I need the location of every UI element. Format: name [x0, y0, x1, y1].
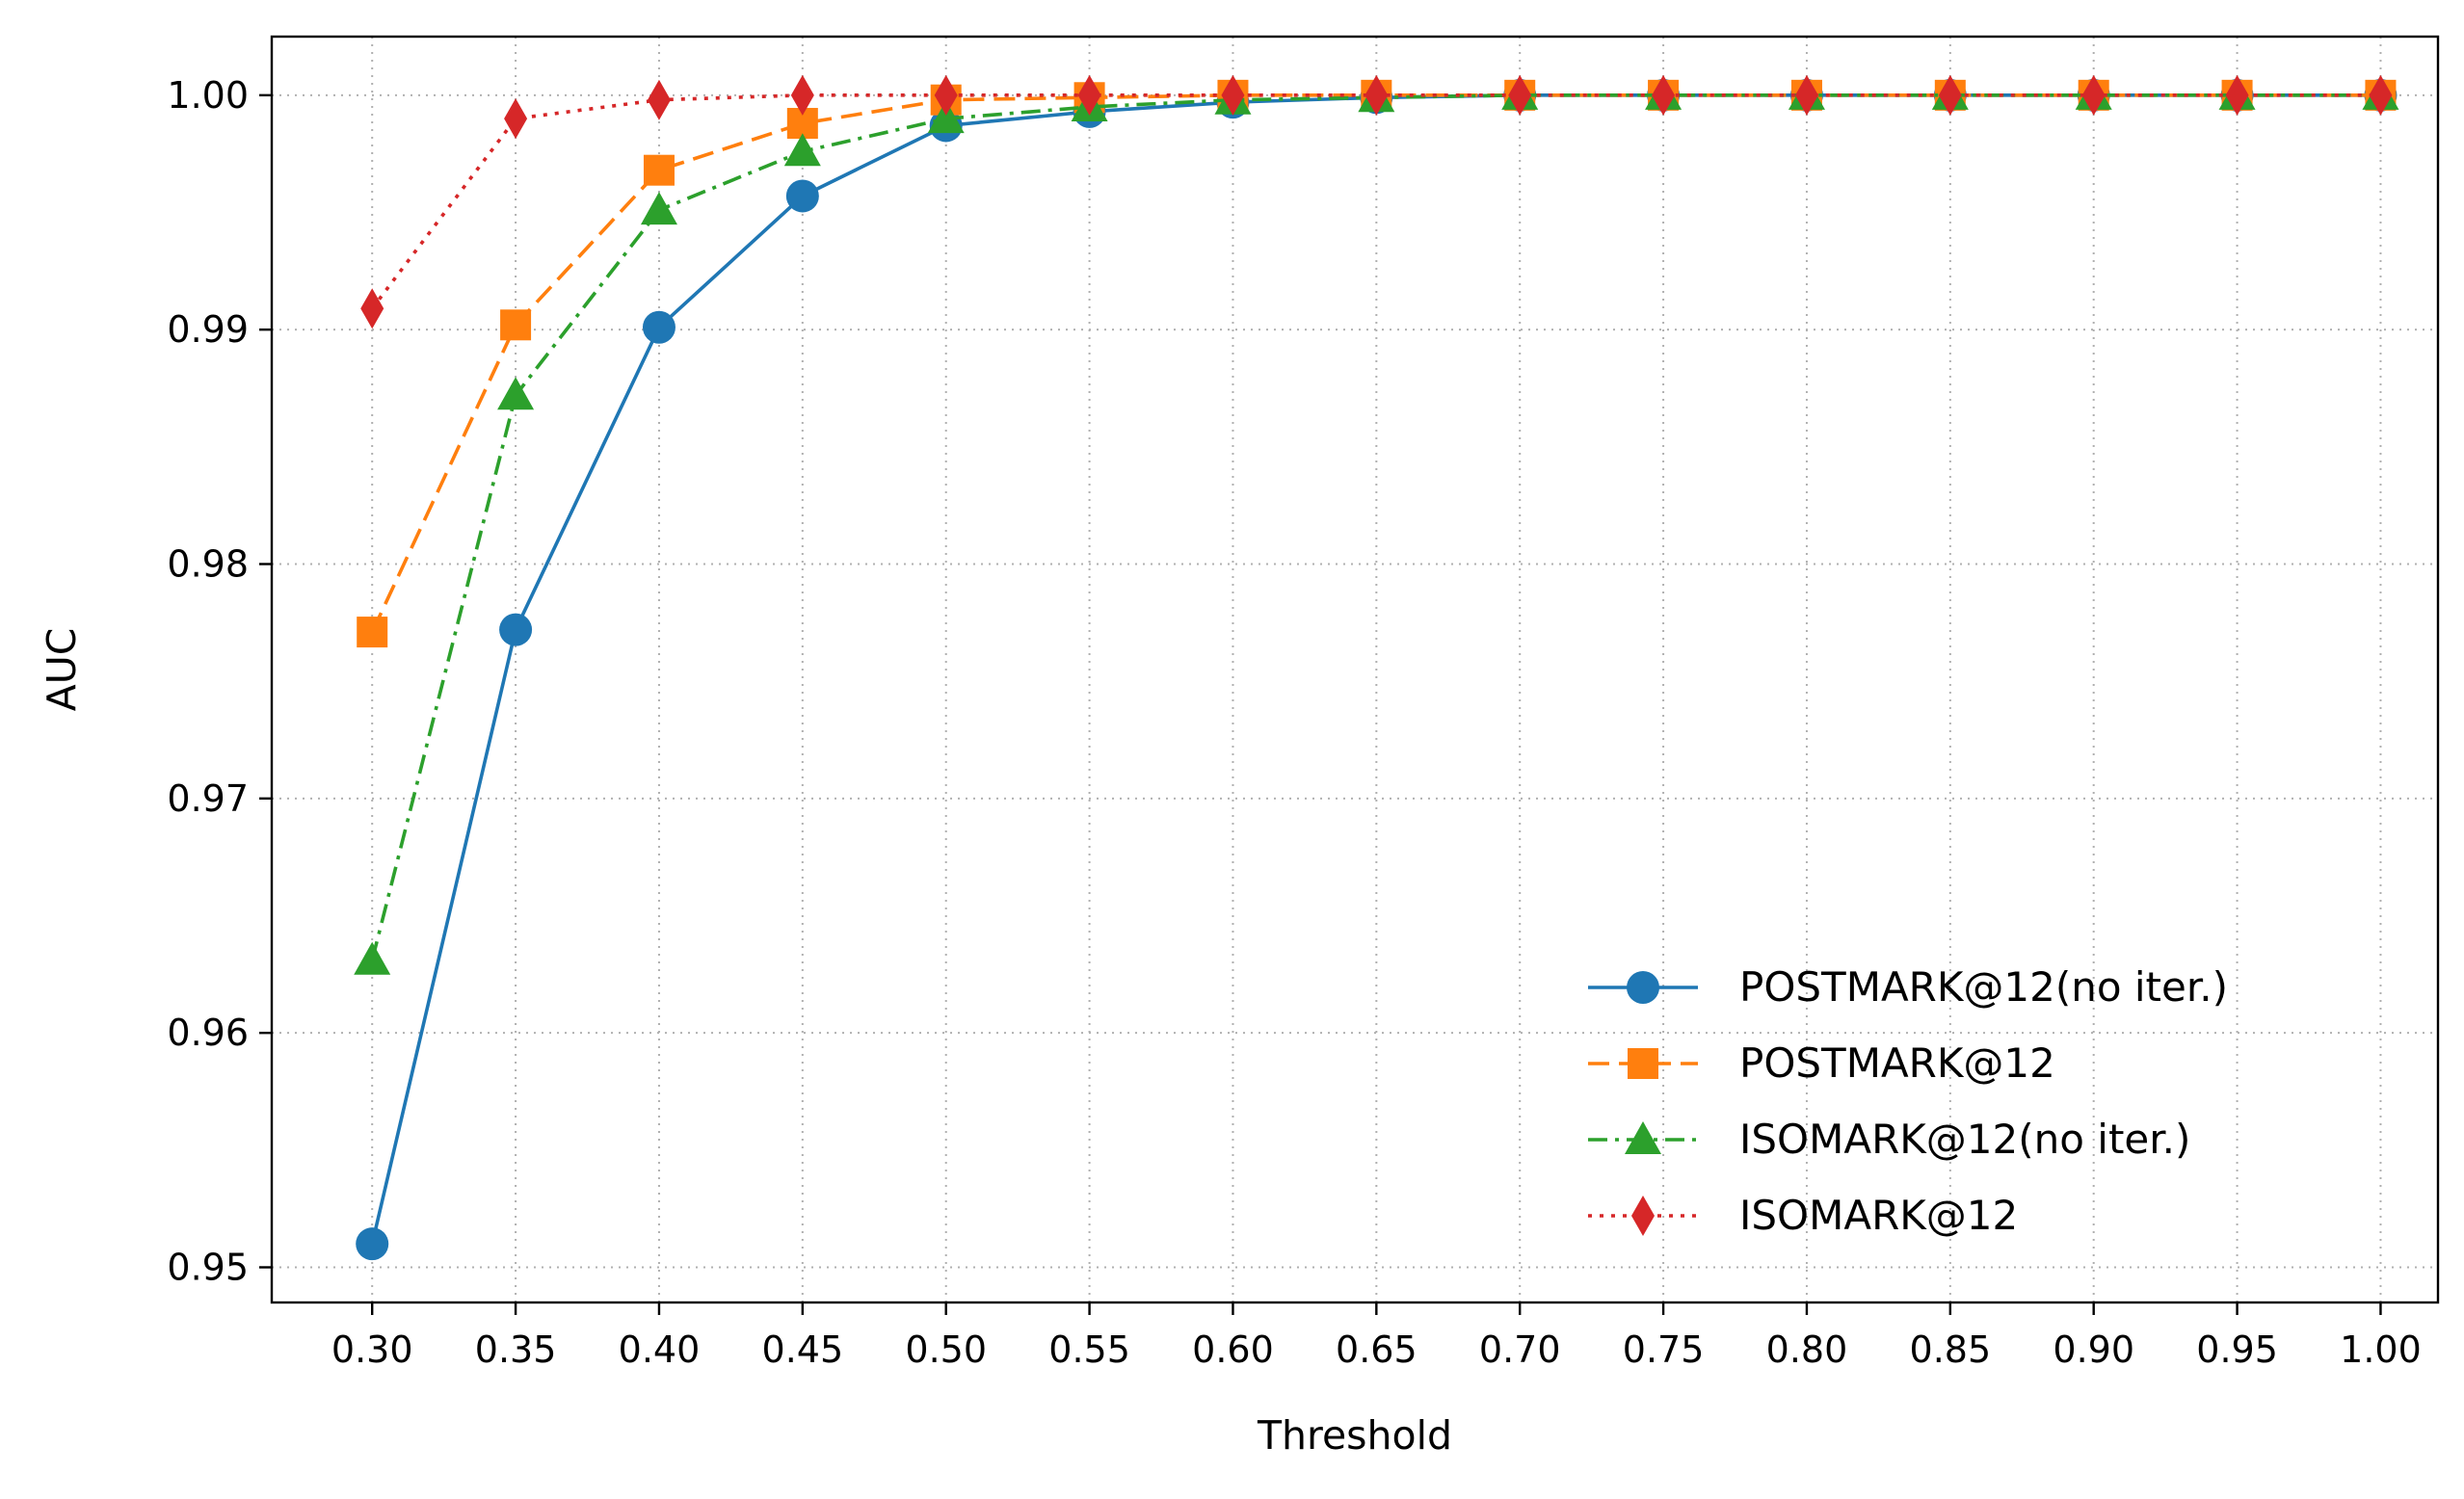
series-layer [354, 74, 2399, 1261]
y-tick-label: 1.00 [167, 74, 249, 117]
legend-label: POSTMARK@12(no iter.) [1739, 963, 2228, 1011]
legend-marker [1628, 1048, 1658, 1079]
legend-item: ISOMARK@12 [1588, 1192, 2018, 1239]
series-point [934, 74, 958, 116]
series-point [2225, 74, 2249, 116]
x-tick-label: 1.00 [2340, 1328, 2422, 1371]
x-axis-title: Threshold [1257, 1412, 1452, 1459]
series-point [500, 309, 532, 341]
legend-item: ISOMARK@12(no iter.) [1588, 1116, 2190, 1163]
series-point [504, 98, 528, 140]
x-tick-label: 0.85 [1910, 1328, 1992, 1371]
x-tick-label: 0.60 [1192, 1328, 1274, 1371]
x-tick-label: 0.80 [1766, 1328, 1848, 1371]
series-point [1794, 74, 1818, 116]
legend-label: ISOMARK@12 [1739, 1192, 2018, 1239]
series-point [783, 133, 821, 167]
series-point [1221, 74, 1245, 116]
series-point [1364, 74, 1389, 116]
legend-marker [1625, 1121, 1661, 1154]
series-point [640, 192, 677, 225]
legend-label: ISOMARK@12(no iter.) [1739, 1116, 2190, 1163]
y-tick-label: 0.98 [167, 543, 249, 586]
y-tick-label: 0.96 [167, 1012, 249, 1054]
series-point [499, 613, 533, 646]
x-tick-label: 0.30 [331, 1328, 413, 1371]
x-tick-label: 0.55 [1048, 1328, 1130, 1371]
series-point [1652, 74, 1676, 116]
legend-marker [1631, 1196, 1655, 1236]
series-point [2081, 74, 2106, 116]
series-point [927, 100, 965, 134]
x-tick-label: 0.35 [475, 1328, 557, 1371]
x-tick-label: 0.90 [2053, 1328, 2134, 1371]
series-point [642, 310, 676, 344]
series-point [1508, 74, 1532, 116]
series-point [790, 74, 814, 116]
x-tick-label: 0.65 [1336, 1328, 1417, 1371]
legend-item: POSTMARK@12 [1588, 1039, 2055, 1087]
series-point [357, 617, 388, 648]
legend-label: POSTMARK@12 [1739, 1039, 2055, 1087]
series-point [360, 288, 384, 329]
series-point [2369, 74, 2393, 116]
x-tick-label: 0.70 [1479, 1328, 1561, 1371]
series-point [354, 941, 391, 975]
y-axis-title: AUC [39, 628, 85, 712]
series-point [497, 377, 535, 410]
plot-area-frame [270, 35, 2440, 1304]
legend-item: POSTMARK@12(no iter.) [1588, 963, 2228, 1011]
series-4 [360, 74, 2393, 329]
series-point [643, 154, 675, 186]
series-point [1077, 74, 1101, 116]
gridlines [272, 37, 2438, 1302]
x-tick-label: 0.95 [2196, 1328, 2278, 1371]
series-point [356, 1227, 389, 1261]
y-tick-label: 0.97 [167, 777, 249, 820]
axis-ticks [259, 93, 2382, 1315]
series-point [647, 79, 671, 120]
y-tick-label: 0.99 [167, 308, 249, 351]
legend-marker [1627, 971, 1659, 1004]
series-point [785, 179, 819, 213]
y-tick-labels: 0.95 0.96 0.97 0.98 0.99 1.00 [167, 74, 249, 1289]
y-tick-label: 0.95 [167, 1247, 249, 1289]
x-tick-label: 0.45 [762, 1328, 844, 1371]
series-point [1938, 74, 1962, 116]
x-tick-labels: 0.30 0.35 0.40 0.45 0.50 0.55 0.60 0.65 0.70 0.75… [331, 1328, 2422, 1371]
x-tick-label: 0.50 [905, 1328, 987, 1371]
x-tick-label: 0.40 [619, 1328, 701, 1371]
legend: POSTMARK@12(no iter.) POSTMARK@12 ISOMARK@… [1588, 963, 2228, 1239]
x-tick-label: 0.75 [1623, 1328, 1705, 1371]
